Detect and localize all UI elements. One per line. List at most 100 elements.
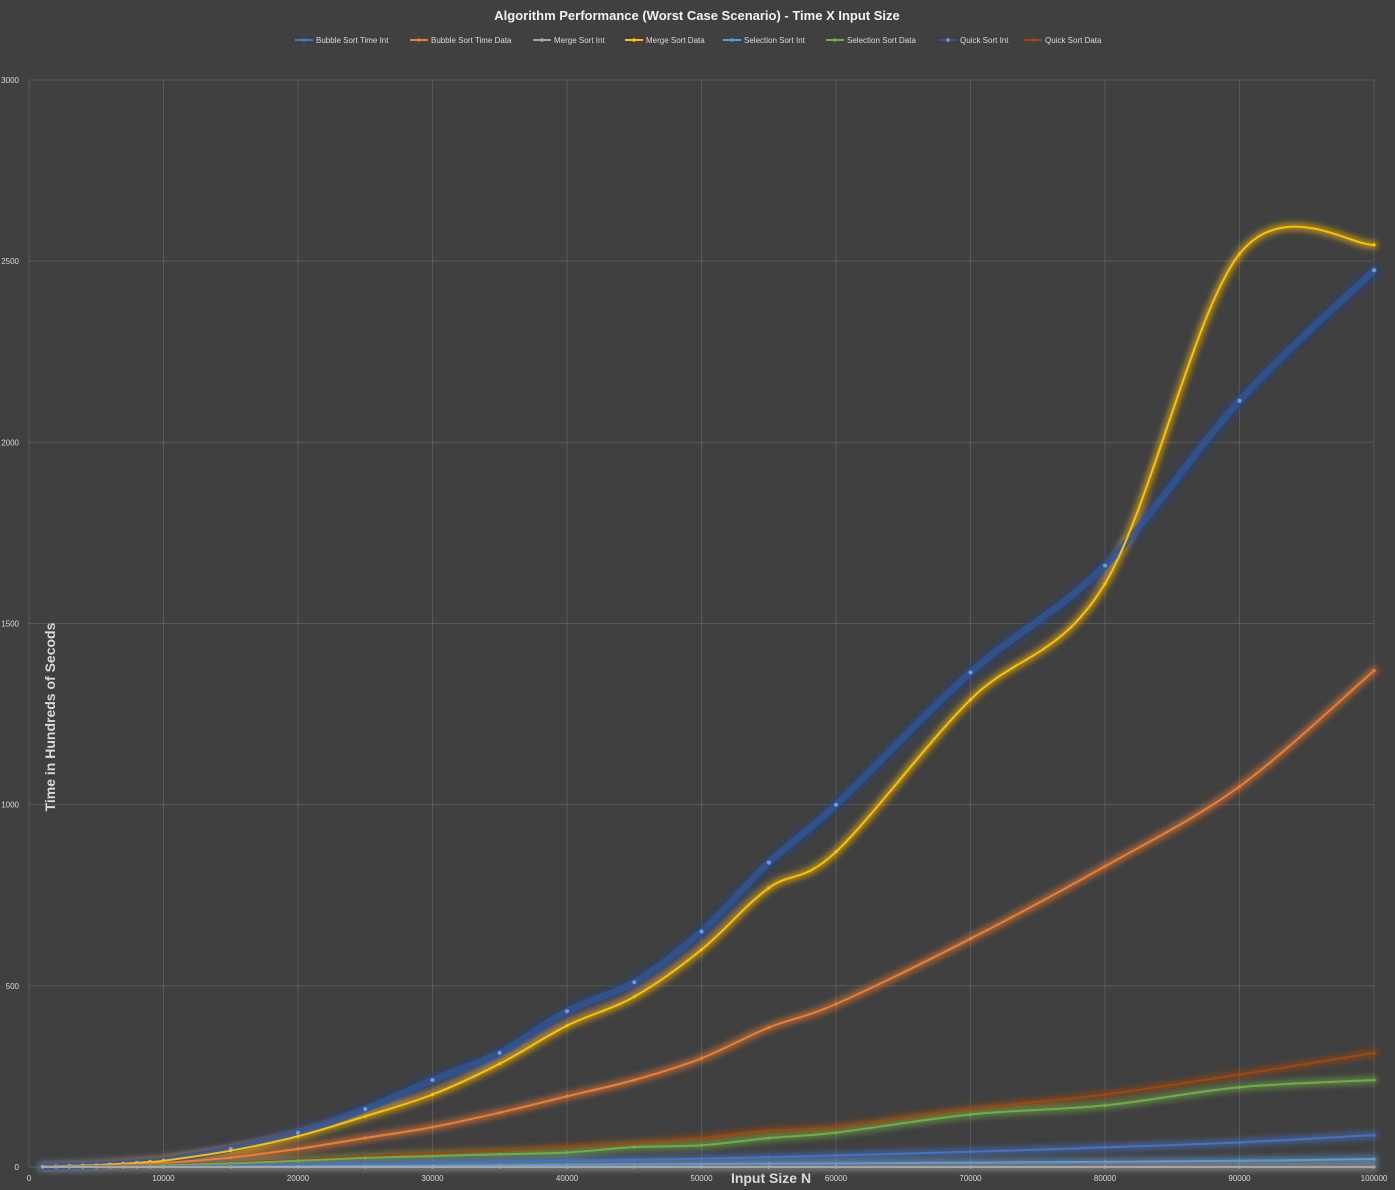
data-point: [834, 1131, 838, 1135]
legend-label: Quick Sort Data: [1045, 36, 1102, 45]
legend-item: Quick Sort Int: [939, 36, 1009, 45]
data-point: [363, 1107, 368, 1111]
data-point: [229, 1156, 233, 1160]
data-point: [1103, 1160, 1107, 1164]
data-point: [296, 1134, 300, 1138]
data-point: [94, 1165, 98, 1169]
data-point: [968, 1165, 973, 1169]
y-tick-label: 3000: [1, 76, 19, 85]
y-tick-label: 1500: [1, 620, 19, 629]
data-point: [565, 1024, 569, 1028]
data-point: [834, 1165, 838, 1169]
data-point: [834, 1153, 838, 1157]
data-point: [632, 1165, 636, 1169]
data-point: [968, 1150, 973, 1154]
data-point: [498, 1160, 502, 1164]
data-point: [968, 1112, 973, 1117]
data-point: [699, 1165, 704, 1169]
legend-label: Bubble Sort Time Data: [431, 36, 512, 45]
x-tick-label: 50000: [690, 1174, 713, 1183]
x-tick-label: 80000: [1094, 1174, 1117, 1183]
data-point: [430, 1165, 435, 1169]
data-point: [1237, 1165, 1242, 1169]
legend-marker: [540, 38, 544, 42]
data-point: [766, 860, 771, 865]
data-point: [363, 1165, 367, 1169]
data-point: [565, 1163, 569, 1167]
legend-item: Bubble Sort Time Int: [295, 36, 389, 45]
data-point: [498, 1165, 502, 1169]
legend-marker: [946, 38, 950, 42]
data-point: [834, 1161, 838, 1165]
y-axis-ticks: 0 500 1000 1500 2000 2500 3000: [1, 76, 19, 1172]
x-axis-label: Input Size N: [731, 1170, 811, 1186]
data-point: [363, 1156, 367, 1160]
y-tick-label: 2500: [1, 257, 19, 266]
data-point: [1372, 1078, 1376, 1082]
data-point: [54, 1165, 58, 1169]
series-layer: [39, 225, 1378, 1171]
data-point: [498, 1152, 502, 1156]
data-point: [430, 1092, 435, 1097]
data-point: [430, 1161, 435, 1165]
data-point: [498, 1111, 502, 1115]
data-point: [565, 1094, 569, 1098]
data-point: [834, 850, 838, 854]
data-point: [296, 1147, 300, 1151]
data-point: [135, 1165, 139, 1169]
data-point: [363, 1136, 367, 1140]
data-point: [767, 1155, 771, 1159]
data-point: [148, 1165, 152, 1169]
data-point: [498, 1062, 502, 1066]
data-point: [632, 1141, 636, 1145]
data-point: [968, 698, 973, 702]
data-point: [498, 1149, 502, 1153]
chart-title: Algorithm Performance (Worst Case Scenar…: [494, 8, 900, 23]
data-point: [497, 1050, 502, 1055]
data-point: [834, 1002, 838, 1006]
data-point: [767, 1165, 771, 1169]
data-point: [296, 1130, 300, 1135]
legend-label: Bubble Sort Time Int: [316, 36, 389, 45]
legend-label: Selection Sort Int: [744, 36, 806, 45]
data-point: [632, 1158, 636, 1162]
data-point: [296, 1159, 300, 1163]
data-point: [1372, 243, 1376, 247]
data-point: [565, 1159, 569, 1163]
data-point: [363, 1114, 367, 1118]
data-point: [699, 1136, 704, 1140]
legend-label: Quick Sort Int: [960, 36, 1009, 45]
x-tick-label: 20000: [287, 1174, 310, 1183]
data-point: [968, 1161, 973, 1165]
data-point: [767, 1025, 771, 1030]
legend-item: Merge Sort Data: [625, 36, 705, 45]
data-point: [1372, 268, 1376, 273]
data-point: [632, 995, 636, 999]
data-point: [1372, 669, 1376, 673]
data-point: [565, 1165, 569, 1169]
data-point: [767, 886, 771, 890]
data-point: [767, 1129, 771, 1133]
data-point: [1103, 582, 1107, 586]
data-point: [632, 1078, 636, 1082]
x-tick-label: 0: [27, 1174, 32, 1183]
y-tick-label: 2000: [1, 438, 19, 447]
data-point: [430, 1125, 435, 1129]
data-point: [1237, 1159, 1242, 1163]
legend-item: Selection Sort Int: [723, 36, 806, 45]
legend-item: Selection Sort Data: [826, 36, 916, 45]
data-point: [565, 1145, 569, 1149]
legend-marker: [1031, 38, 1035, 42]
data-point: [632, 1162, 636, 1167]
x-axis-ticks: 0 10000 20000 30000 40000 50000 60000 70000 8000…: [27, 1174, 1388, 1183]
data-point: [430, 1154, 435, 1158]
data-point: [81, 1165, 85, 1169]
data-point: [632, 980, 637, 985]
data-point: [699, 1056, 704, 1060]
data-point: [1103, 864, 1107, 868]
data-point: [1237, 1085, 1242, 1089]
y-tick-label: 0: [15, 1163, 20, 1172]
data-point: [834, 1125, 838, 1129]
data-point: [699, 1162, 704, 1166]
